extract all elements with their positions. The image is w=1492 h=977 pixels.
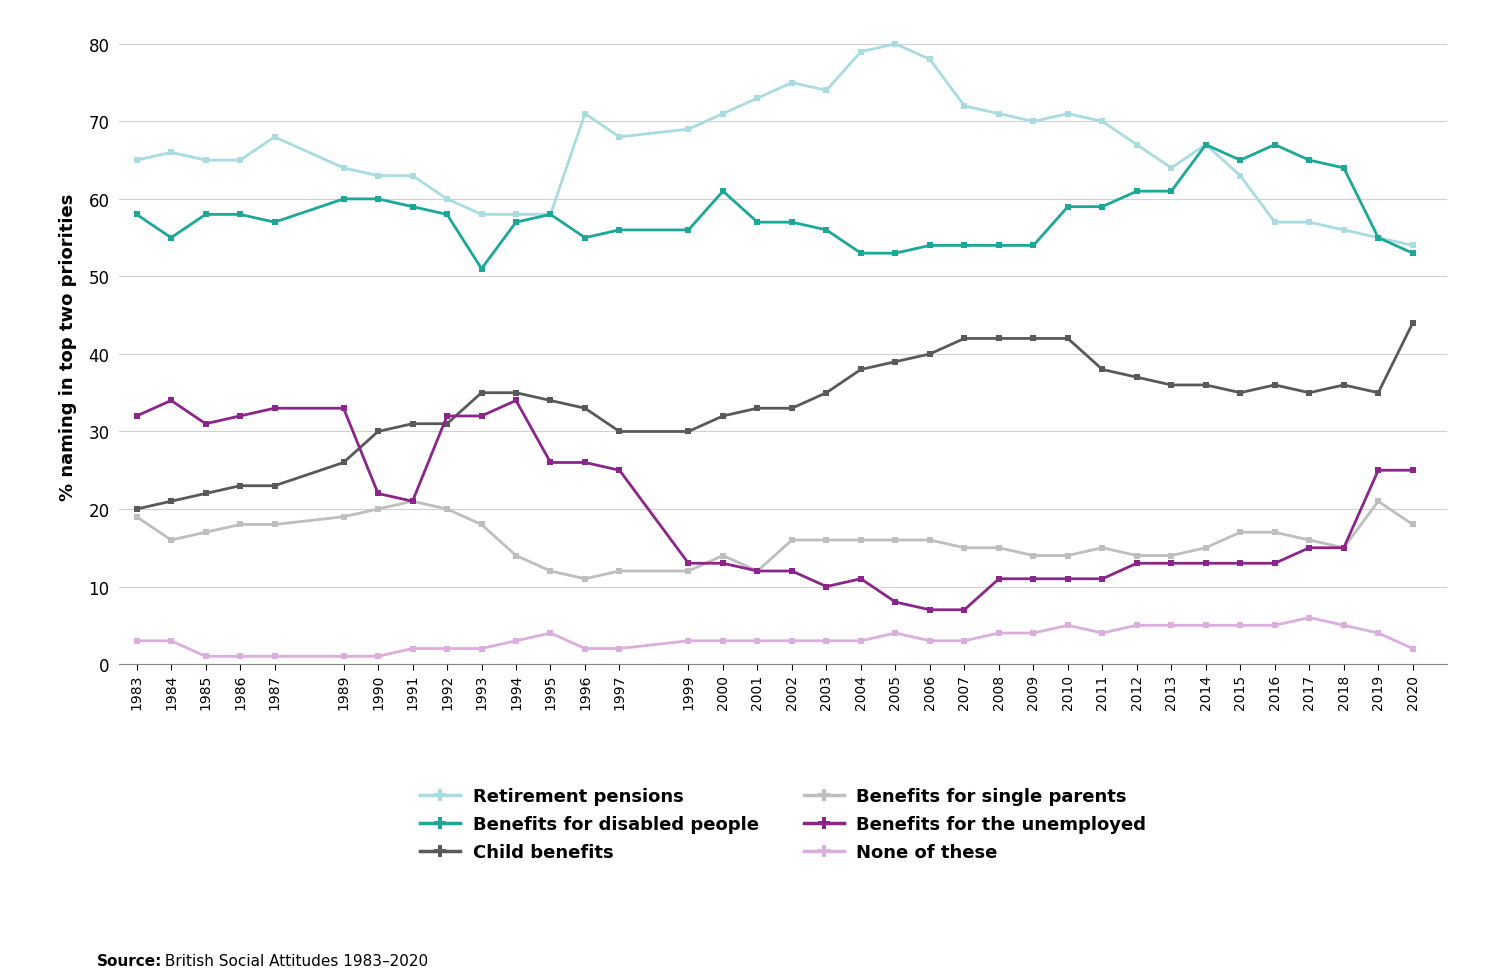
Legend: Retirement pensions, Benefits for disabled people, Child benefits, Benefits for : Retirement pensions, Benefits for disabl… [421,787,1146,862]
Y-axis label: % naming in top two priorities: % naming in top two priorities [60,193,78,500]
Text: British Social Attitudes 1983–2020: British Social Attitudes 1983–2020 [160,954,428,968]
Text: Source:: Source: [97,954,163,968]
